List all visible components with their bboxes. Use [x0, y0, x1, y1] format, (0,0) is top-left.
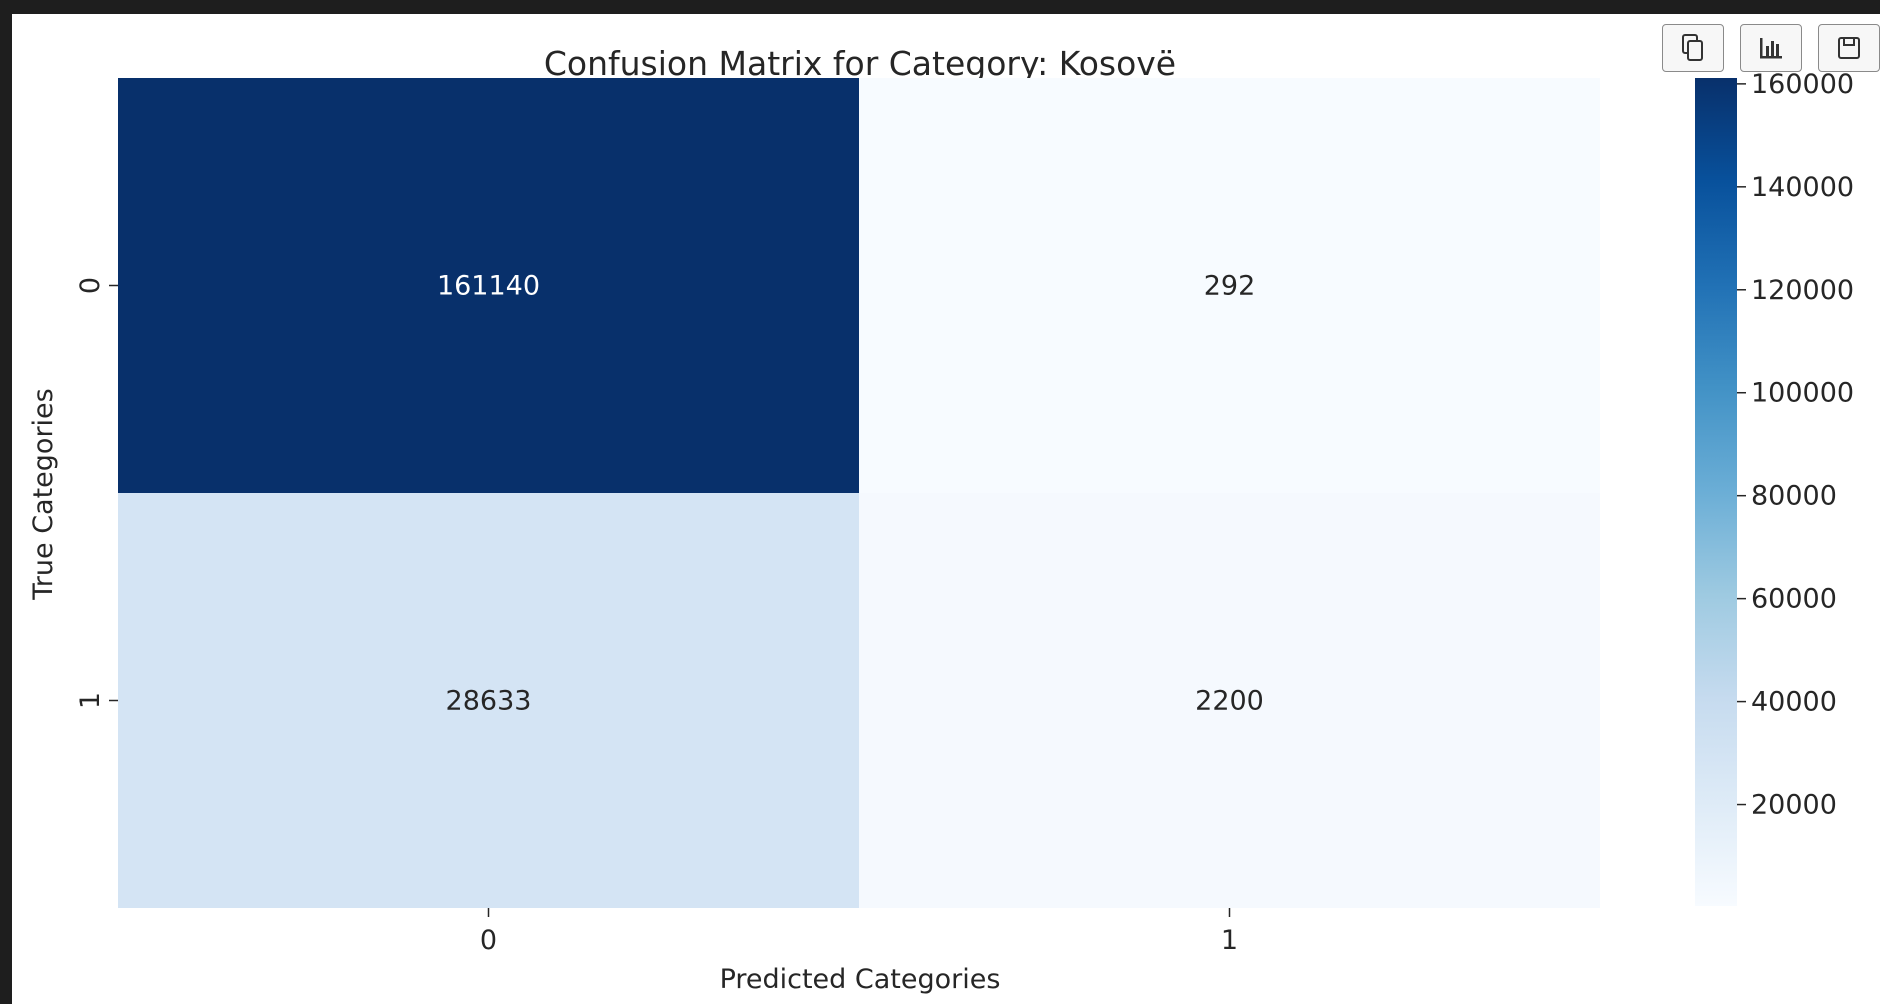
- chart-button[interactable]: [1740, 24, 1802, 72]
- y-tick-label-0: 0: [75, 277, 106, 294]
- cell-value-0-0: 161140: [437, 271, 540, 302]
- save-icon: [1838, 37, 1860, 59]
- heatmap-cell-0-0: [118, 78, 859, 493]
- colorbar-tick-label-5: 120000: [1751, 275, 1854, 306]
- colorbar-tick-label-0: 20000: [1751, 790, 1837, 821]
- save-button[interactable]: [1818, 24, 1880, 72]
- colorbar-tick-label-3: 80000: [1751, 481, 1837, 512]
- colorbar-tick-label-2: 60000: [1751, 584, 1837, 615]
- cell-value-1-1: 2200: [1195, 686, 1264, 717]
- y-axis-label: True Categories: [28, 388, 59, 600]
- y-tick-label-1: 1: [75, 692, 106, 709]
- colorbar-tick-label-1: 40000: [1751, 687, 1837, 718]
- colorbar-tick-label-4: 100000: [1751, 378, 1854, 409]
- colorbar: [1695, 78, 1737, 906]
- output-toolbar: [1662, 24, 1880, 72]
- heatmap-cell-1-0: [118, 493, 859, 908]
- confusion-matrix-chart: Confusion Matrix for Category: Kosovë 16…: [28, 44, 1854, 995]
- cell-value-1-0: 28633: [446, 686, 532, 717]
- bar-chart-icon: [1760, 38, 1782, 59]
- copy-button[interactable]: [1662, 24, 1724, 72]
- x-tick-label-0: 0: [480, 925, 497, 956]
- heatmap-cell-1-1: [859, 493, 1600, 908]
- copy-icon: [1682, 34, 1703, 61]
- colorbar-tick-label-6: 140000: [1751, 172, 1854, 203]
- output-panel: Confusion Matrix for Category: Kosovë 16…: [12, 14, 1880, 1004]
- x-axis-label: Predicted Categories: [720, 964, 1001, 995]
- colorbar-tick-label-7: 160000: [1751, 69, 1854, 100]
- cell-value-0-1: 292: [1204, 271, 1256, 302]
- heatmap-cell-0-1: [859, 78, 1600, 493]
- x-tick-label-1: 1: [1221, 925, 1238, 956]
- chart-title: Confusion Matrix for Category: Kosovë: [544, 44, 1176, 83]
